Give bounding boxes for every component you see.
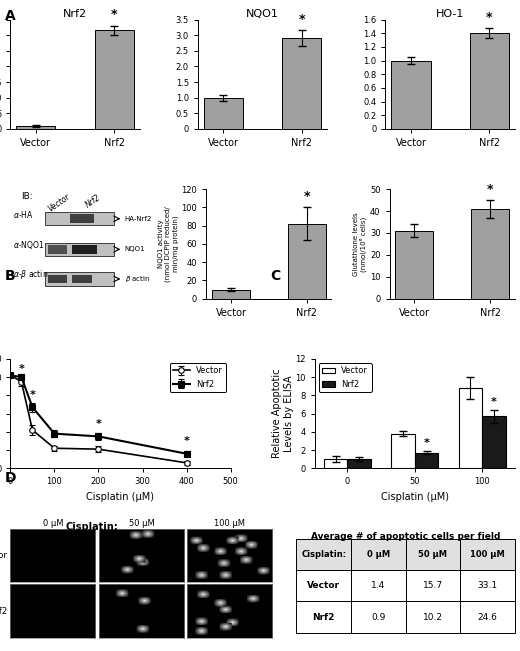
Bar	[470, 33, 509, 129]
FancyBboxPatch shape	[47, 245, 67, 254]
Y-axis label: Glutathione levels
(nmol/10⁶ cells): Glutathione levels (nmol/10⁶ cells)	[353, 212, 367, 276]
Bar	[459, 388, 482, 468]
Text: *: *	[304, 190, 310, 203]
Text: $\beta$ actin: $\beta$ actin	[125, 274, 150, 284]
Text: *: *	[30, 390, 35, 400]
FancyBboxPatch shape	[72, 245, 97, 254]
Bar	[415, 453, 438, 468]
Legend: Vector, Nrf2: Vector, Nrf2	[319, 363, 371, 392]
Text: $\alpha$-$\beta$ actin: $\alpha$-$\beta$ actin	[13, 268, 48, 281]
FancyBboxPatch shape	[47, 275, 67, 283]
Bar	[288, 224, 326, 299]
Text: Vector: Vector	[46, 193, 71, 214]
Text: IB:: IB:	[21, 193, 33, 201]
Text: D: D	[5, 471, 17, 485]
Text: *: *	[486, 11, 492, 24]
Text: *: *	[19, 365, 24, 374]
Text: A: A	[5, 8, 16, 23]
Text: NQO1: NQO1	[125, 246, 145, 253]
FancyBboxPatch shape	[45, 212, 114, 225]
Bar	[282, 38, 321, 129]
FancyBboxPatch shape	[45, 243, 114, 256]
Title: 50 μM: 50 μM	[128, 519, 154, 528]
Y-axis label: NQO1 activity
(nmol DCPIP reduced/
min/mg protein): NQO1 activity (nmol DCPIP reduced/ min/m…	[158, 206, 179, 282]
Text: *: *	[491, 396, 497, 407]
Title: 100 μM: 100 μM	[214, 519, 245, 528]
Text: Nrf2: Nrf2	[84, 193, 102, 209]
Title: 0 μM: 0 μM	[43, 519, 63, 528]
Bar	[16, 126, 56, 129]
Title: Nrf2: Nrf2	[63, 8, 87, 19]
Y-axis label: Relative Apoptotic
Levels by ELISA: Relative Apoptotic Levels by ELISA	[272, 369, 294, 458]
Text: Average # of apoptotic cells per field: Average # of apoptotic cells per field	[311, 532, 500, 541]
Title: HO-1: HO-1	[436, 8, 464, 19]
Text: *: *	[184, 436, 189, 447]
Bar	[395, 231, 433, 299]
Text: C: C	[270, 269, 281, 283]
Title: NQO1: NQO1	[246, 8, 279, 19]
Bar	[482, 417, 506, 468]
Text: *: *	[298, 13, 305, 26]
Text: $\alpha$-NQO1: $\alpha$-NQO1	[13, 239, 45, 251]
Y-axis label: Nrf2: Nrf2	[0, 607, 8, 616]
Text: *: *	[487, 183, 493, 196]
FancyBboxPatch shape	[45, 272, 114, 286]
Bar	[347, 459, 371, 468]
Legend: Vector, Nrf2: Vector, Nrf2	[170, 363, 226, 392]
X-axis label: Cisplatin (μM): Cisplatin (μM)	[86, 492, 154, 502]
FancyBboxPatch shape	[70, 214, 95, 223]
Text: HA-Nrf2: HA-Nrf2	[125, 215, 152, 222]
Bar	[392, 61, 431, 129]
Text: *: *	[96, 419, 101, 429]
Text: *: *	[424, 438, 430, 449]
Bar	[471, 209, 509, 299]
Bar	[391, 434, 415, 468]
Bar	[212, 290, 250, 299]
Bar	[324, 459, 347, 468]
Text: $\alpha$-HA: $\alpha$-HA	[13, 209, 34, 220]
Bar	[204, 98, 243, 129]
X-axis label: Cisplatin (μM): Cisplatin (μM)	[381, 492, 449, 502]
FancyBboxPatch shape	[72, 275, 92, 283]
Bar	[95, 31, 134, 129]
Text: B: B	[5, 269, 16, 283]
Text: Cisplatin:: Cisplatin:	[66, 521, 119, 532]
Y-axis label: Vector: Vector	[0, 551, 8, 560]
Text: *: *	[111, 8, 118, 21]
